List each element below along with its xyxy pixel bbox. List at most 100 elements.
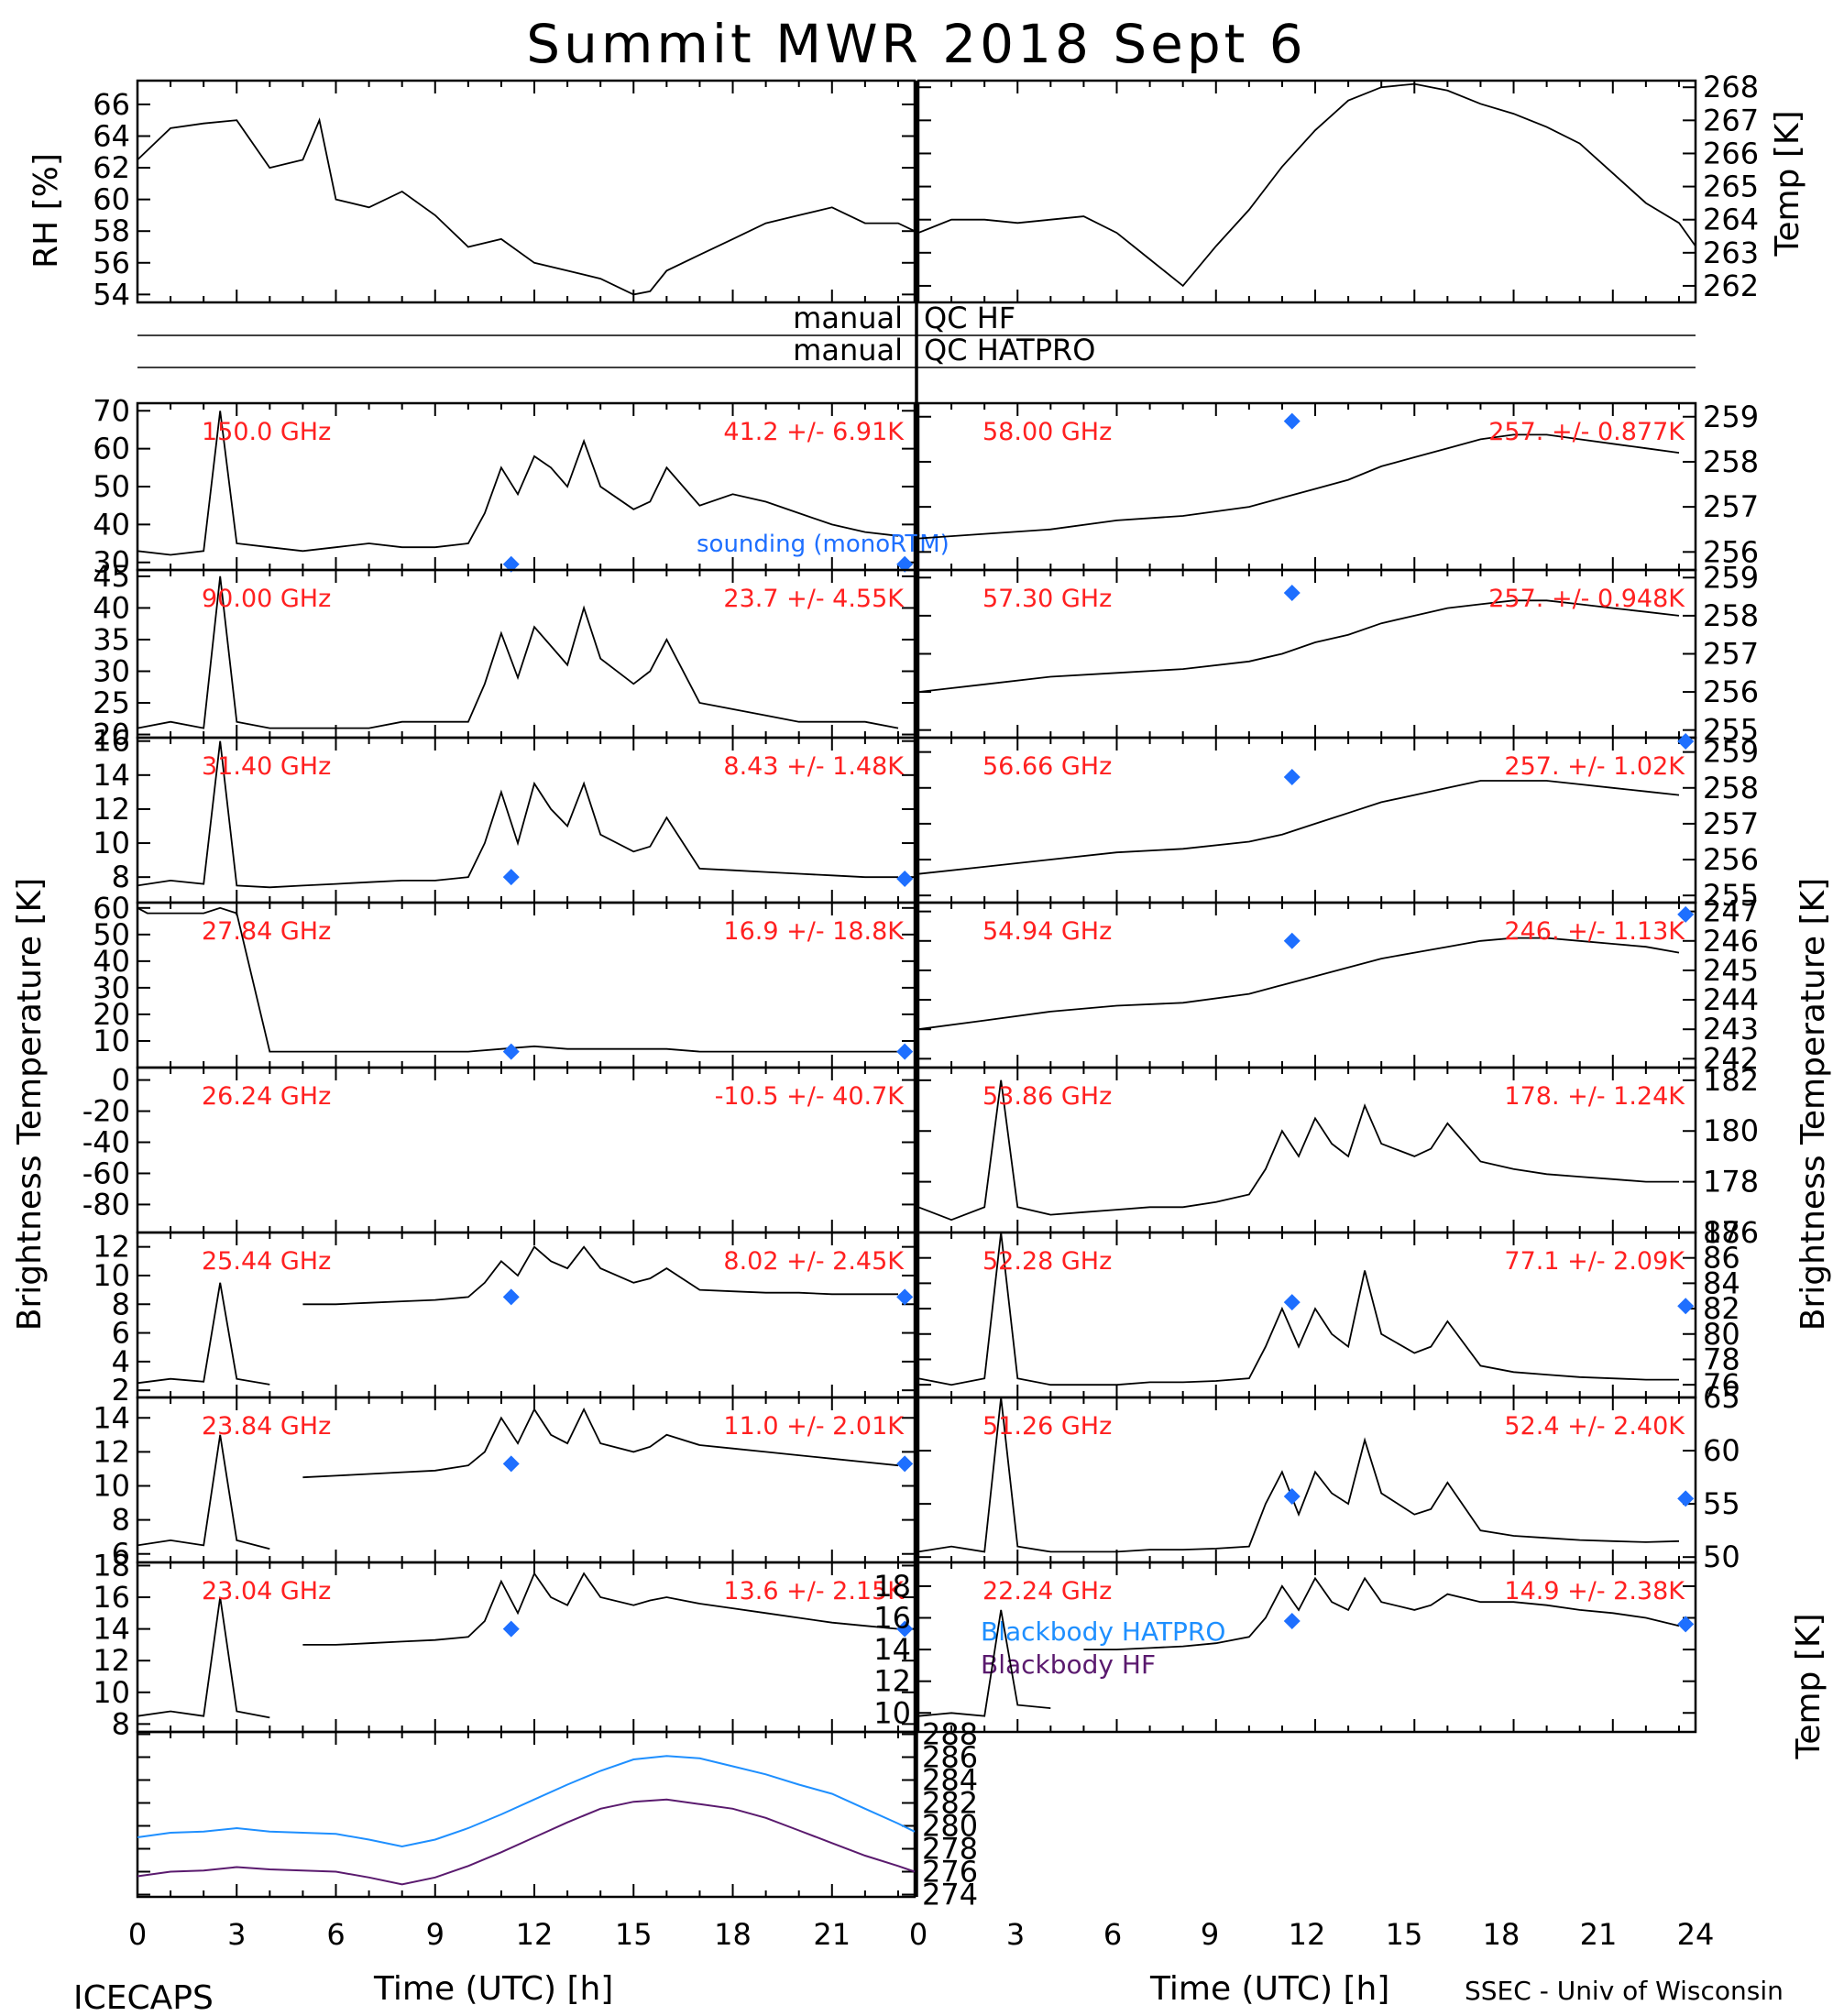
y-tick-label: 244 — [1703, 982, 1759, 1017]
panel-label-freq: 53.86 GHz — [982, 1082, 1112, 1111]
y-tick-label: -40 — [82, 1125, 130, 1160]
panel-label-stat: 8.02 +/- 2.45K — [723, 1247, 905, 1276]
y-tick-label: 12 — [93, 1434, 130, 1469]
panel-label-freq: 26.24 GHz — [202, 1082, 331, 1111]
y-tick-label: 30 — [93, 970, 130, 1005]
panel-label-freq: 56.66 GHz — [982, 752, 1112, 781]
x-tick-label-right: 0 — [909, 1917, 927, 1952]
y-tick-label: 60 — [93, 891, 130, 926]
series-line-blackbody-hf — [137, 1798, 916, 1886]
panel-label-stat: 257. +/- 0.948K — [1488, 585, 1685, 613]
y-tick-label: 178 — [1703, 1165, 1759, 1200]
rh-axis-title: RH [%] — [27, 153, 65, 268]
y-tick-label: 0 — [112, 1063, 130, 1098]
qc-hf-manual: manual — [793, 301, 903, 335]
y-tick-label: -20 — [82, 1094, 130, 1129]
x-tick-label-right: 12 — [1289, 1917, 1326, 1952]
y-tick-label: 8 — [112, 1287, 130, 1321]
y-tick-label: 54 — [93, 277, 130, 312]
sounding-marker — [1677, 1616, 1695, 1633]
y-tick-label: 4 — [112, 1344, 130, 1379]
sounding-label: sounding (monoRTM) — [697, 531, 949, 558]
x-tick-label-left: 15 — [615, 1917, 653, 1952]
footer-icecaps: ICECAPS — [73, 1979, 214, 2016]
sounding-marker — [502, 1455, 520, 1473]
legend-blackbody-hatpro: Blackbody HATPRO — [981, 1616, 1225, 1647]
panel-label-stat: -10.5 +/- 40.7K — [715, 1082, 906, 1111]
panel-label-stat: 246. +/- 1.13K — [1504, 917, 1685, 946]
y-tick-label: 246 — [1703, 924, 1759, 959]
x-tick-label-left: 12 — [516, 1917, 554, 1952]
panel-label-stat: 14.9 +/- 2.38K — [1504, 1577, 1685, 1605]
y-tick-label: 56 — [93, 246, 130, 280]
y-tick-label: 10 — [93, 1024, 130, 1058]
x-tick-label-right: 18 — [1483, 1917, 1520, 1952]
y-tick-label: 40 — [93, 944, 130, 979]
trace-58-00-ghz — [917, 433, 1680, 540]
sounding-marker — [1677, 1298, 1695, 1315]
bb-temp-axis-title: Temp [K] — [1790, 1613, 1828, 1759]
y-tick-label: 86 — [1703, 1241, 1740, 1276]
y-tick-label: 265 — [1703, 170, 1759, 204]
panel-label-freq: 25.44 GHz — [202, 1247, 331, 1276]
y-tick-label: 257 — [1703, 637, 1759, 672]
legend-blackbody-hf: Blackbody HF — [981, 1649, 1156, 1680]
sounding-marker — [1283, 412, 1301, 430]
y-tick-label: 88 — [1703, 1215, 1740, 1250]
trace-90-00-ghz — [137, 575, 899, 729]
panel-label-freq: 90.00 GHz — [202, 585, 331, 613]
y-tick-label: 16 — [873, 1601, 911, 1636]
y-tick-label: 262 — [1703, 268, 1759, 303]
x-tick-label-left: 21 — [813, 1917, 851, 1952]
y-tick-label: 8 — [112, 860, 130, 894]
y-tick-label: 8 — [112, 1503, 130, 1538]
y-tick-label: 66 — [93, 87, 130, 122]
y-tick-label: 288 — [922, 1717, 978, 1752]
y-tick-label: 257 — [1703, 489, 1759, 524]
y-tick-label: 16 — [93, 1580, 130, 1615]
panel-label-stat: 257. +/- 1.02K — [1504, 752, 1685, 781]
x-tick-label-left: 18 — [714, 1917, 752, 1952]
y-tick-label: -60 — [82, 1156, 130, 1190]
y-tick-label: 278 — [922, 1832, 978, 1867]
y-tick-label: 60 — [93, 432, 130, 466]
y-tick-label: 2 — [112, 1373, 130, 1408]
y-tick-label: 14 — [93, 1400, 130, 1435]
y-tick-label: 182 — [1703, 1063, 1759, 1098]
y-tick-label: 284 — [922, 1763, 978, 1798]
panel-frame-22-24-ghz — [916, 1561, 1697, 1734]
x-tick-label-right: 24 — [1677, 1917, 1715, 1952]
trace-53-86-ghz — [917, 1079, 1679, 1222]
y-tick-label: 14 — [93, 758, 130, 793]
y-tick-label: 50 — [93, 917, 130, 952]
trace-150-0-ghz — [137, 411, 899, 556]
y-tick-label: -80 — [82, 1187, 130, 1222]
trace-23-84-ghz — [137, 1407, 899, 1550]
panel-label-stat: 257. +/- 0.877K — [1488, 418, 1685, 446]
sounding-marker — [502, 1043, 520, 1060]
y-tick-label: 282 — [922, 1786, 978, 1821]
y-tick-label: 12 — [873, 1664, 911, 1699]
panel-label-freq: 22.24 GHz — [982, 1577, 1112, 1605]
y-tick-label: 18 — [93, 1548, 130, 1583]
sounding-marker — [896, 1043, 914, 1060]
sounding-marker — [502, 555, 520, 573]
panel-label-stat: 178. +/- 1.24K — [1504, 1082, 1685, 1111]
y-tick-label: 256 — [1703, 534, 1759, 569]
y-tick-label: 60 — [93, 182, 130, 217]
y-tick-label: 263 — [1703, 236, 1759, 270]
trace-52-28-ghz — [917, 1232, 1679, 1386]
y-tick-label: 62 — [93, 150, 130, 185]
y-tick-label: 20 — [93, 997, 130, 1032]
y-tick-label: 45 — [93, 559, 130, 594]
y-tick-label: 40 — [93, 507, 130, 542]
y-tick-label: 25 — [93, 685, 130, 720]
y-tick-label: 76 — [1703, 1367, 1740, 1402]
y-tick-label: 70 — [93, 393, 130, 428]
sounding-marker — [1283, 769, 1301, 786]
sounding-marker — [502, 1288, 520, 1306]
y-tick-label: 55 — [1703, 1486, 1740, 1521]
y-tick-label: 6 — [112, 1316, 130, 1351]
y-tick-label: 50 — [93, 469, 130, 504]
trace-relative-humidity — [137, 117, 916, 296]
